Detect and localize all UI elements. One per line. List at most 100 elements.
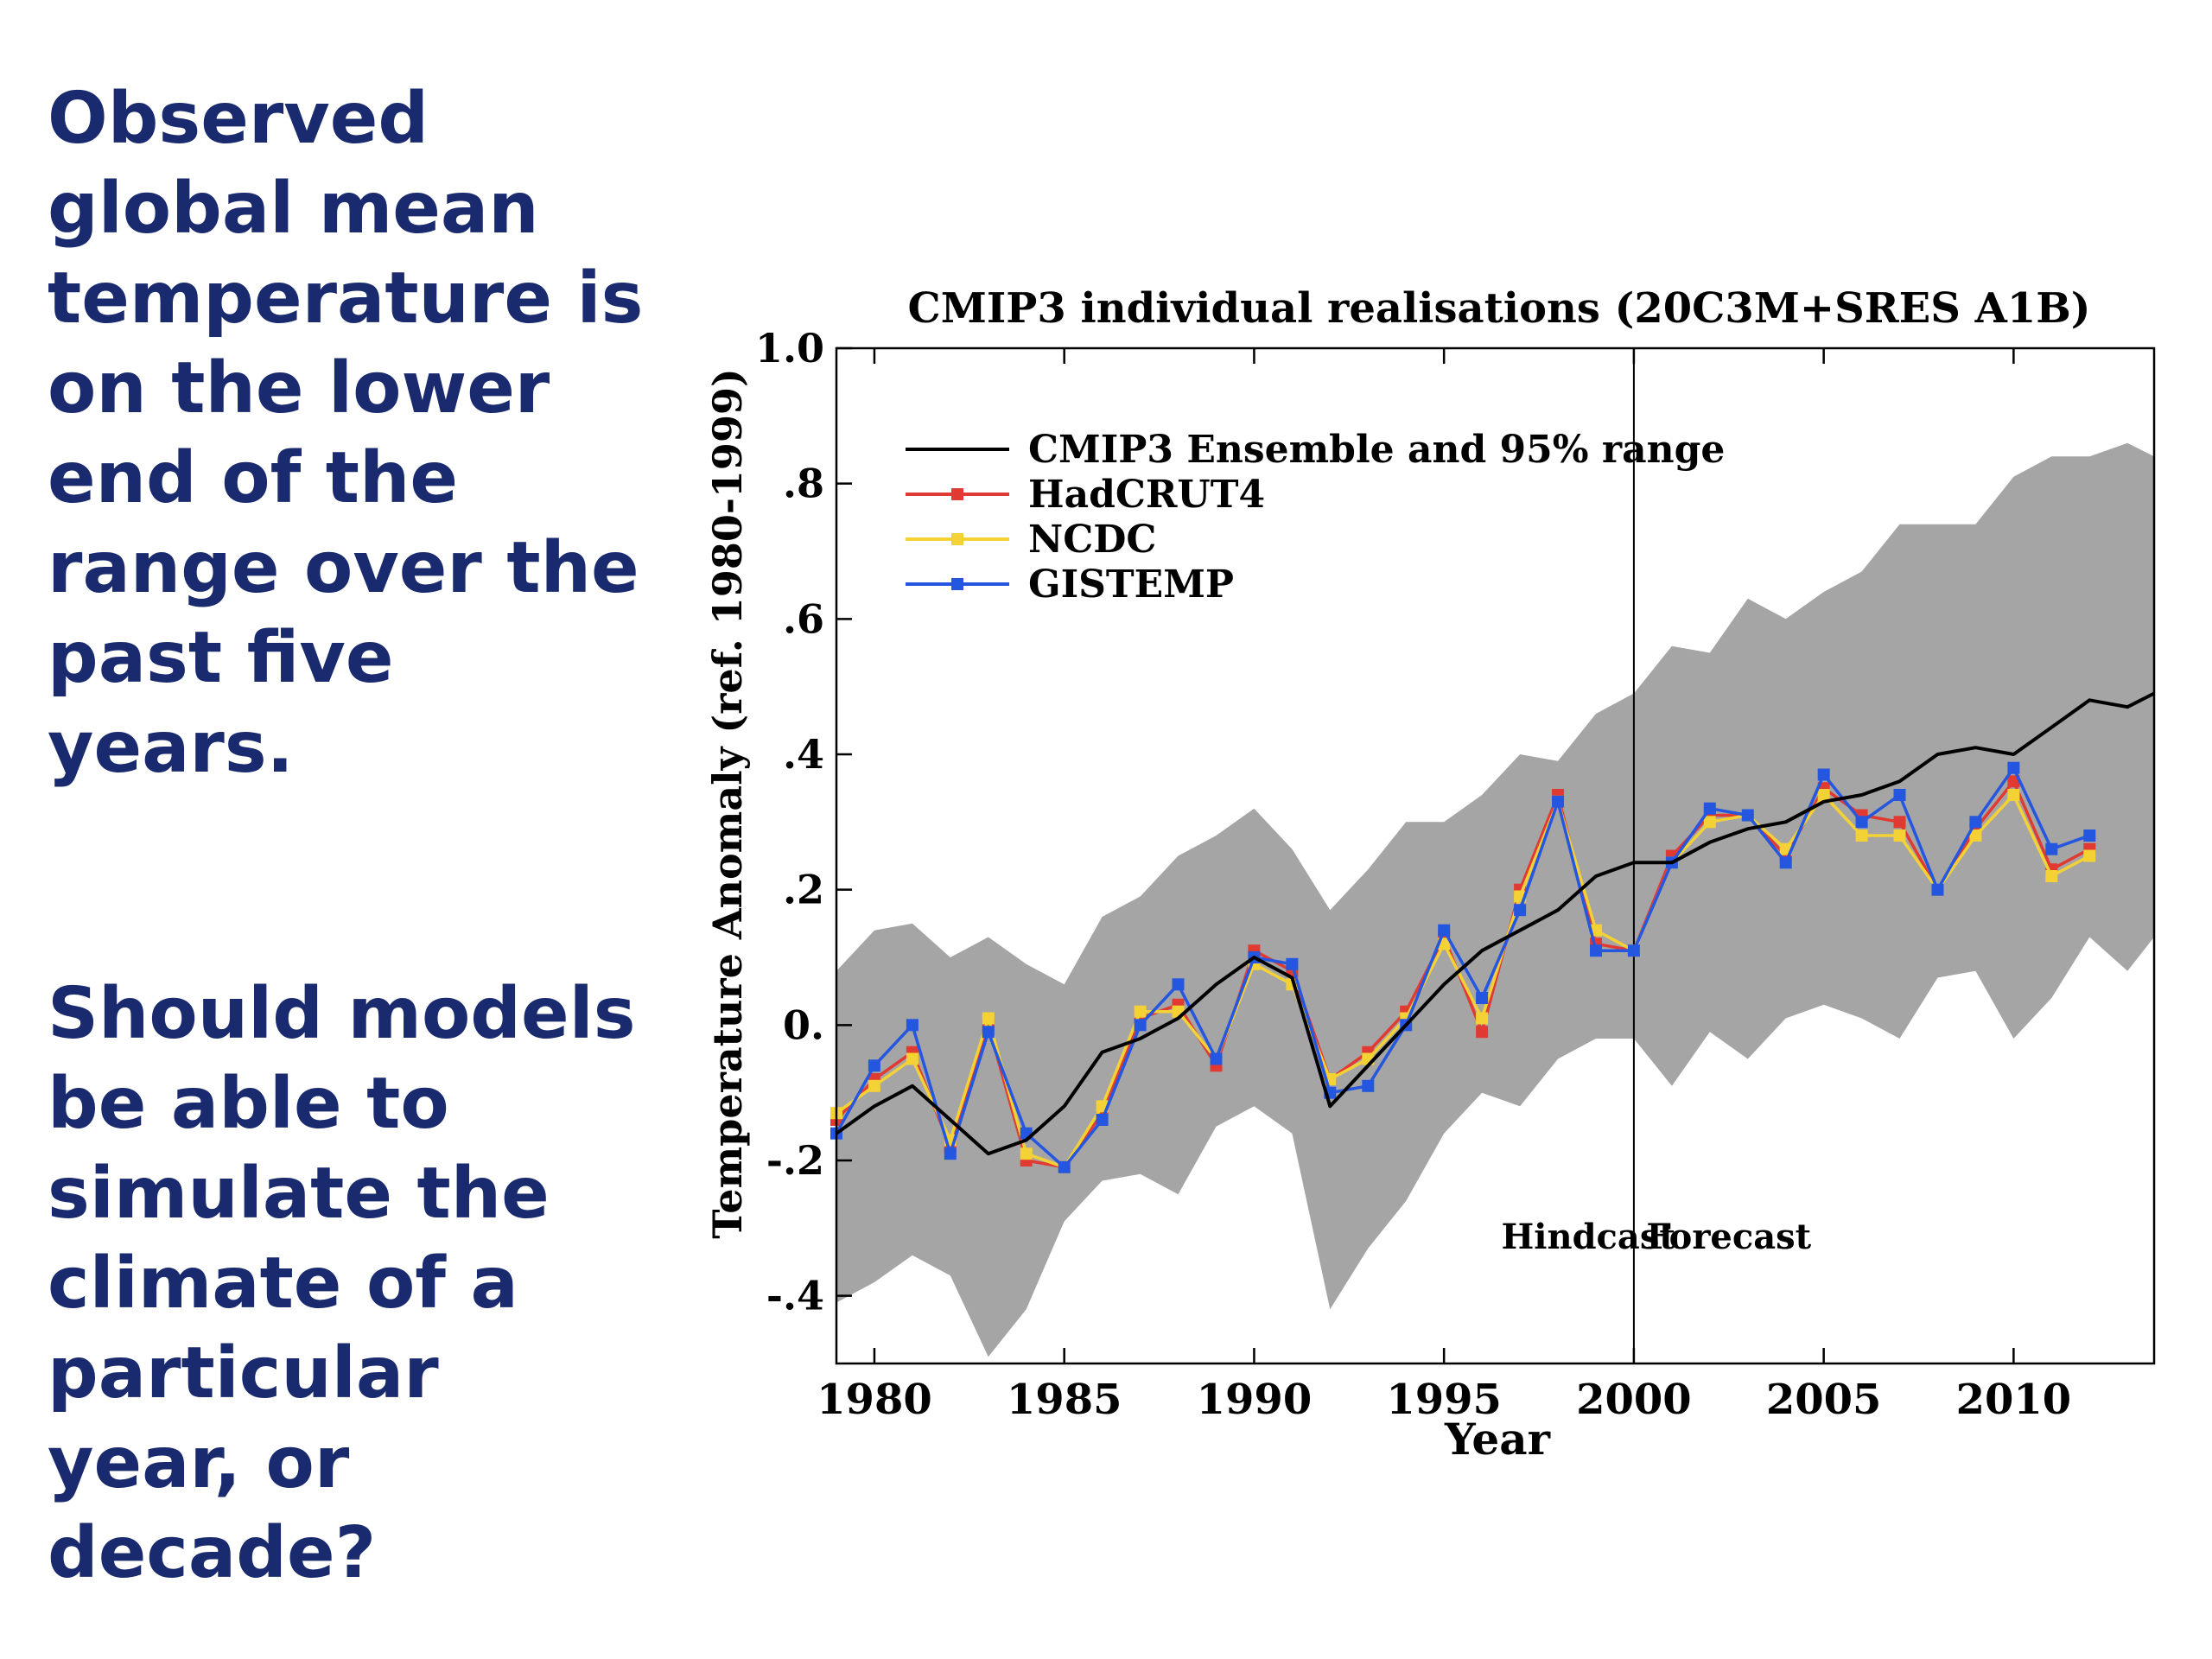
text-line: past five (48, 617, 394, 699)
series-layer (830, 691, 2155, 1173)
data-point-gistemp (906, 1019, 918, 1032)
data-point-hadcrut4 (2007, 775, 2020, 788)
data-point-gistemp (1741, 809, 1754, 822)
annotation-label: Forecast (1646, 1217, 1811, 1257)
legend-label: HadCRUT4 (1028, 473, 1265, 517)
data-point-ncdc (982, 1012, 995, 1025)
data-point-gistemp (1590, 944, 1602, 957)
data-point-hadcrut4 (1893, 816, 1906, 829)
legend-swatch-marker (951, 578, 963, 590)
legend-label: NCDC (1028, 518, 1156, 562)
data-point-gistemp (1286, 957, 1299, 970)
data-point-ncdc (2007, 789, 2020, 801)
text-line: on the lower (48, 347, 550, 429)
x-tick-label: 2005 (1766, 1376, 1882, 1424)
x-tick-label: 1985 (1007, 1376, 1122, 1424)
data-point-gistemp (2083, 830, 2096, 842)
data-point-ncdc (868, 1079, 880, 1092)
series-line-cmip3-ensemble-and-95-range (835, 691, 2155, 1156)
data-point-hadcrut4 (1476, 1026, 1489, 1039)
x-tick-label: 1995 (1386, 1376, 1502, 1424)
data-point-gistemp (1817, 768, 1830, 781)
y-tick-label: .2 (783, 867, 824, 913)
data-point-gistemp (1893, 789, 1906, 801)
data-point-gistemp (2045, 842, 2058, 855)
legend-swatch-marker (951, 488, 963, 500)
data-point-ncdc (1020, 1147, 1033, 1160)
legend-label: GISTEMP (1028, 563, 1234, 607)
range-band-layer (836, 442, 2154, 1357)
legend-label: CMIP3 Ensemble and 95% range (1028, 428, 1725, 472)
plot-frame-layer (835, 346, 2156, 1365)
data-point-gistemp (1172, 978, 1185, 991)
data-point-ncdc (906, 1052, 918, 1065)
data-point-ncdc (1703, 816, 1716, 829)
data-point-ncdc (1855, 830, 1868, 842)
chart-title: CMIP3 individual realisations (20C3M+SRE… (907, 284, 2090, 333)
data-point-ncdc (2083, 849, 2096, 862)
slide-text-observed: Observed global mean temperature is on the … (48, 74, 644, 793)
x-tick-label: 2000 (1576, 1376, 1692, 1424)
data-point-gistemp (1552, 795, 1564, 808)
data-point-gistemp (1476, 992, 1489, 1004)
data-point-ncdc (1817, 789, 1830, 801)
data-point-gistemp (1096, 1114, 1109, 1126)
ensemble-range-band (836, 442, 2154, 1357)
data-point-gistemp (1855, 816, 1868, 829)
text-line: global mean (48, 168, 539, 250)
series-line-hadcrut4 (835, 779, 2091, 1169)
legend: CMIP3 Ensemble and 95% rangeHadCRUT4NCDC… (906, 428, 1725, 607)
data-point-gistemp (1703, 802, 1716, 815)
text-line: years. (48, 707, 294, 789)
data-point-gistemp (1210, 1052, 1223, 1065)
data-point-ncdc (1969, 830, 1982, 842)
text-line: year, or (48, 1422, 350, 1504)
text-line: simulate the (48, 1153, 550, 1235)
annotation-label: Hindcast (1502, 1217, 1676, 1257)
data-point-gistemp (1438, 924, 1451, 937)
data-point-gistemp (1134, 1019, 1147, 1032)
data-point-gistemp (868, 1059, 880, 1072)
text-line: be able to (48, 1063, 449, 1145)
data-point-gistemp (1931, 883, 1944, 896)
plot-frame (835, 346, 2156, 1365)
data-point-ncdc (2045, 870, 2058, 882)
data-point-gistemp (982, 1026, 995, 1039)
y-tick-label: 1.0 (755, 325, 824, 372)
x-tick-label: 1990 (1197, 1376, 1313, 1424)
text-line: decade? (48, 1512, 377, 1594)
y-tick-label: .8 (783, 461, 824, 507)
slide-text-question: Should models be able to simulate the clima… (48, 969, 636, 1599)
text-line: range over the (48, 527, 639, 609)
text-line: temperature is (48, 257, 644, 340)
axis-layer: 1980 1985 1990 1995 2000 2005 2010 -.4 -.2 0. .2 .4… (755, 325, 2071, 1424)
text-line: Observed (48, 78, 429, 160)
data-point-ncdc (1134, 1005, 1147, 1018)
data-point-gistemp (1627, 944, 1640, 957)
text-line: climate of a (48, 1243, 518, 1325)
data-point-gistemp (1058, 1160, 1071, 1173)
y-tick-label: .4 (783, 731, 824, 778)
data-point-ncdc (1476, 1012, 1489, 1025)
x-tick-label: 1980 (817, 1376, 932, 1424)
data-point-gistemp (1779, 856, 1792, 869)
y-axis-label: Temperature Anomaly (ref. 1980-1999) (704, 368, 751, 1238)
data-point-gistemp (1362, 1079, 1375, 1092)
series-line-gistemp (835, 766, 2090, 1169)
data-point-gistemp (1514, 904, 1527, 917)
text-line: particular (48, 1332, 439, 1414)
text-line: end of the (48, 437, 458, 519)
data-point-ncdc (1893, 830, 1906, 842)
y-tick-label: 0. (783, 1001, 824, 1048)
y-tick-label: .6 (783, 595, 824, 642)
x-tick-label: 2010 (1956, 1376, 2072, 1424)
data-point-gistemp (2007, 761, 2020, 774)
series-line-ncdc (835, 793, 2091, 1169)
data-point-gistemp (1969, 816, 1982, 829)
text-line: Should models (48, 973, 636, 1055)
y-tick-label: -.2 (766, 1137, 824, 1184)
y-tick-label: -.4 (766, 1273, 824, 1319)
data-point-gistemp (944, 1147, 957, 1160)
